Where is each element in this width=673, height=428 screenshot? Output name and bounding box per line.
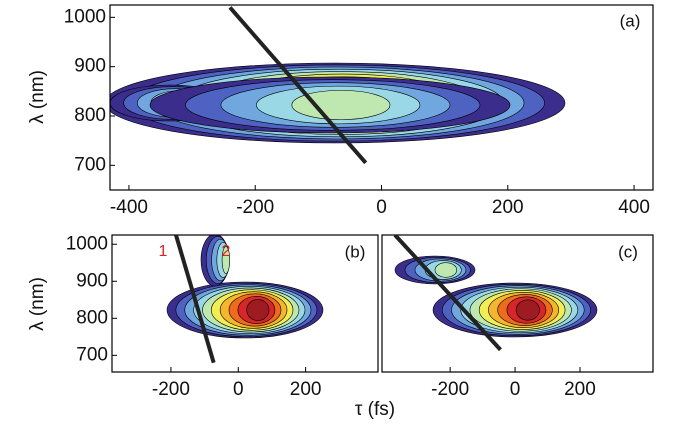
annotation: 2	[222, 243, 231, 260]
panel: -200 0 200 (c)	[382, 235, 653, 400]
x-tick-label: -200	[431, 379, 469, 400]
figure: -400-20002004007008009001000(a)λ (nm)-20…	[0, 0, 673, 428]
panel-label: (b)	[345, 242, 366, 261]
y-axis-label: λ (nm)	[27, 70, 48, 124]
y-tick-label: 900	[74, 56, 106, 77]
panel: -400 -200 0 200 400 700 800 900 1000 (a) λ (nm)	[27, 5, 653, 218]
annotation: 1	[159, 243, 168, 260]
y-tick-label: 700	[74, 154, 106, 175]
contour-level	[516, 300, 539, 320]
x-tick-label: 400	[618, 197, 650, 218]
contours	[105, 63, 565, 143]
y-tick-label: 1000	[66, 233, 108, 254]
y-tick-label: 900	[76, 270, 108, 291]
contour-level	[435, 263, 457, 278]
page: body { margin: 0; background: #fff; font…	[0, 0, 673, 428]
y-tick-label: 1000	[64, 6, 106, 27]
x-tick-label: 200	[492, 197, 524, 218]
y-tick-label: 800	[76, 307, 108, 328]
panel-label: (a)	[620, 11, 641, 30]
x-tick-label: 0	[376, 197, 387, 218]
x-tick-label: -200	[152, 379, 190, 400]
y-tick-label: 800	[74, 105, 106, 126]
x-tick-label: 200	[564, 379, 596, 400]
x-tick-label: -200	[236, 197, 274, 218]
x-axis-label: τ (fs)	[355, 399, 395, 420]
x-tick-label: 200	[290, 379, 322, 400]
x-tick-label: 0	[510, 379, 521, 400]
x-tick-label: 0	[233, 379, 244, 400]
y-tick-label: 700	[76, 344, 108, 365]
panel-label: (c)	[618, 242, 638, 261]
contour-level	[247, 299, 269, 320]
x-tick-label: -400	[110, 197, 148, 218]
panel: -200 0 200 700 800 900 1000 (b) 1 2 λ (nm) τ (fs)	[27, 233, 395, 420]
body: {"chart_data": [ {"type": "contour", "pa…	[0, 0, 673, 428]
y-axis-label: λ (nm)	[27, 277, 48, 331]
